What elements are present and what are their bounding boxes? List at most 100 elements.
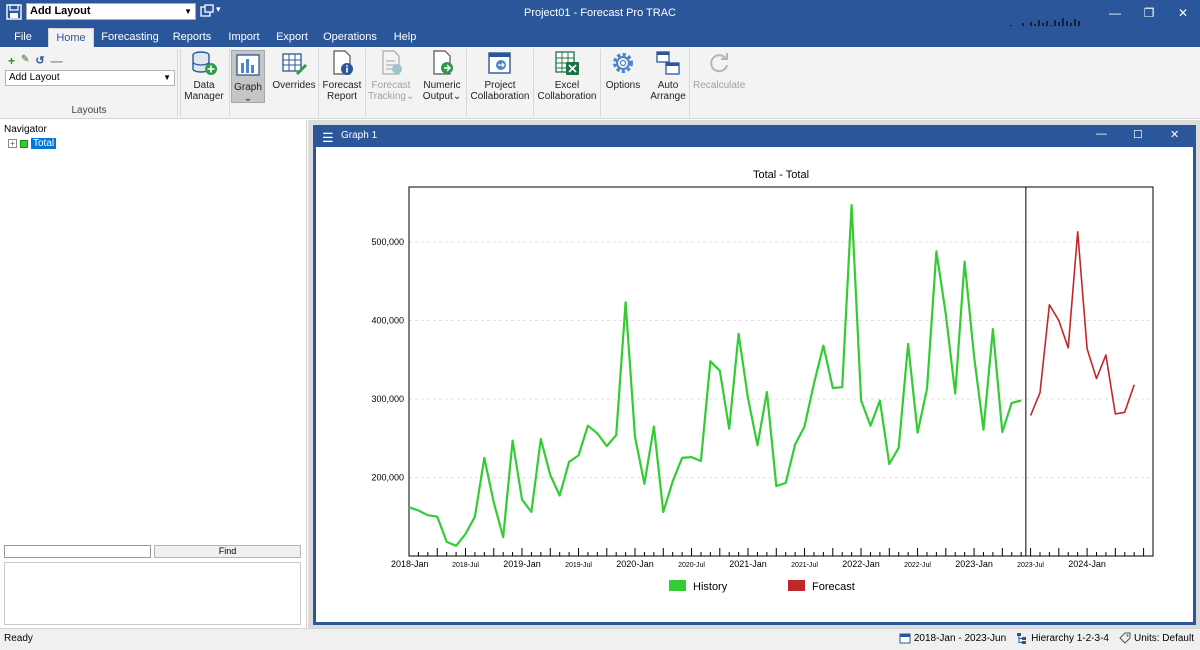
- series-line-history: [408, 203, 1022, 547]
- title-bar: Add Layout ▼ ▾ Project01 - Forecast Pro …: [0, 0, 1200, 40]
- layout-combo-value: Add Layout: [30, 5, 91, 17]
- x-tick-label: 2018-Jan: [391, 559, 429, 569]
- x-tick-label: 2020-Jan: [616, 559, 654, 569]
- tab-file[interactable]: File: [14, 31, 32, 43]
- graph-close-button[interactable]: ✕: [1170, 129, 1180, 141]
- tab-help[interactable]: Help: [393, 31, 417, 43]
- tab-export[interactable]: Export: [276, 31, 308, 43]
- green-square-icon: [20, 139, 28, 148]
- legend-label-forecast: Forecast: [812, 581, 855, 593]
- tree-item-total[interactable]: + Total: [8, 138, 57, 149]
- status-ready: Ready: [4, 633, 33, 644]
- chart: Total - Total 200,000 300,000 400,000 500,00…: [371, 169, 1154, 593]
- x-tick-label: 2021-Jul: [791, 562, 818, 569]
- auto-arrange-icon: [656, 51, 680, 75]
- data-manager-button[interactable]: Data Manager: [182, 49, 226, 102]
- chart-title: Total - Total: [753, 169, 809, 181]
- y-tick-label: 200,000: [371, 472, 404, 482]
- app-title: Project01 - Forecast Pro TRAC: [523, 7, 676, 19]
- tab-home[interactable]: Home: [48, 28, 94, 47]
- ribbon: + ✎ ↺ — Add Layout ▼ Layouts Data Manage…: [0, 47, 1200, 119]
- date-range-status[interactable]: 2018-Jan - 2023-Jun: [899, 632, 1006, 644]
- x-tick-label: 2020-Jul: [678, 562, 705, 569]
- excel-collaboration-label-2: Collaboration: [537, 91, 597, 102]
- auto-arrange-button[interactable]: Auto Arrange: [648, 49, 688, 102]
- hierarchy-text: Hierarchy 1-2-3-4: [1031, 632, 1109, 644]
- database-icon: [192, 51, 217, 75]
- recalculate-button[interactable]: Recalculate: [693, 49, 745, 91]
- legend-swatch-history: [669, 580, 686, 591]
- forecast-report-label-1: Forecast: [322, 80, 362, 91]
- ribbon-separator: [318, 49, 366, 117]
- calendar-icon: [899, 633, 911, 644]
- numeric-output-button[interactable]: Numeric Output⌄: [421, 49, 463, 102]
- hierarchy-status[interactable]: Hierarchy 1-2-3-4: [1016, 632, 1109, 644]
- find-input[interactable]: [4, 545, 151, 558]
- forecast-tracking-button[interactable]: Forecast Tracking⌄: [368, 49, 414, 102]
- data-manager-label-1: Data: [193, 80, 215, 91]
- options-button[interactable]: Options: [603, 49, 643, 91]
- numeric-output-label-1: Numeric: [423, 80, 461, 91]
- status-right: 2018-Jan - 2023-Jun Hierarchy 1-2-3-4 Un…: [899, 632, 1194, 644]
- recalculate-label: Recalculate: [693, 80, 746, 91]
- restore-button[interactable]: ❐: [1143, 6, 1155, 20]
- layouts-combo[interactable]: Add Layout ▼: [5, 70, 175, 86]
- tab-operations[interactable]: Operations: [323, 31, 377, 43]
- tracking-icon: [382, 50, 402, 75]
- ribbon-separator: [466, 49, 534, 117]
- series-line-forecast: [1029, 231, 1135, 416]
- expand-icon[interactable]: +: [8, 139, 17, 148]
- chevron-down-icon: ▼: [184, 7, 192, 16]
- hamburger-menu-icon[interactable]: ☰: [322, 130, 334, 145]
- y-tick-label: 500,000: [371, 237, 404, 247]
- layouts-group: + ✎ ↺ — Add Layout ▼ Layouts: [0, 49, 178, 117]
- navigator-details-box: [4, 562, 301, 625]
- project-collaboration-button[interactable]: Project Collaboration: [468, 49, 532, 102]
- status-bar: Ready 2018-Jan - 2023-Jun Hierarchy 1-2-…: [0, 628, 1200, 650]
- refresh-icon: [710, 53, 728, 73]
- x-tick-label: 2022-Jan: [842, 559, 880, 569]
- tab-import[interactable]: Import: [228, 31, 260, 43]
- add-layout-icon[interactable]: +: [8, 54, 16, 68]
- menu-bar: File Home Forecasting Reports Import Exp…: [0, 26, 1200, 47]
- units-status[interactable]: Units: Default: [1119, 632, 1194, 644]
- hierarchy-icon: [1017, 633, 1027, 644]
- graph-window-titlebar: ☰ Graph 1 — ☐ ✕: [313, 125, 1196, 147]
- excel-collaboration-button[interactable]: Excel Collaboration: [536, 49, 598, 102]
- y-tick-label: 300,000: [371, 394, 404, 404]
- x-tick-label: 2018-Jul: [452, 562, 479, 569]
- window-controls: — ❐ ✕: [1098, 0, 1200, 26]
- tab-forecasting[interactable]: Forecasting: [101, 31, 159, 43]
- find-button[interactable]: Find: [154, 545, 301, 558]
- layout-combo[interactable]: Add Layout ▼: [26, 3, 196, 20]
- quick-access-dropdown-icon[interactable]: ▾: [216, 4, 221, 14]
- graph-minimize-button[interactable]: —: [1096, 128, 1107, 140]
- graph-label: Graph: [234, 82, 262, 93]
- edit-layout-icon[interactable]: ✎: [21, 54, 30, 65]
- x-tick-label: 2019-Jan: [503, 559, 541, 569]
- window-layout-icon[interactable]: [200, 4, 214, 18]
- graph-button[interactable]: Graph ⌄: [231, 50, 265, 104]
- x-tick-label: 2019-Jul: [565, 562, 592, 569]
- save-icon[interactable]: [6, 4, 22, 20]
- forecast-report-label-2: Report: [326, 91, 357, 102]
- tab-reports[interactable]: Reports: [172, 31, 212, 43]
- legend-swatch-forecast: [788, 580, 805, 591]
- excel-icon: [555, 51, 579, 75]
- overrides-button[interactable]: Overrides: [272, 49, 316, 91]
- graph-restore-button[interactable]: ☐: [1133, 129, 1143, 141]
- minimize-button[interactable]: —: [1109, 6, 1121, 20]
- legend-label-history: History: [693, 581, 728, 593]
- x-tick-label: 2022-Jul: [904, 562, 931, 569]
- chevron-down-icon: ▼: [163, 73, 171, 82]
- ribbon-separator: [600, 49, 690, 117]
- close-button[interactable]: ✕: [1177, 6, 1189, 20]
- x-tick-label: 2023-Jul: [1017, 562, 1044, 569]
- remove-layout-icon[interactable]: —: [50, 54, 63, 68]
- bar-chart-icon: [236, 54, 260, 76]
- overrides-label: Overrides: [272, 80, 316, 91]
- tree-item-label: Total: [31, 138, 57, 149]
- forecast-report-button[interactable]: Forecast Report: [321, 49, 363, 102]
- ribbon-separator: [180, 49, 230, 117]
- undo-layout-icon[interactable]: ↺: [35, 55, 45, 67]
